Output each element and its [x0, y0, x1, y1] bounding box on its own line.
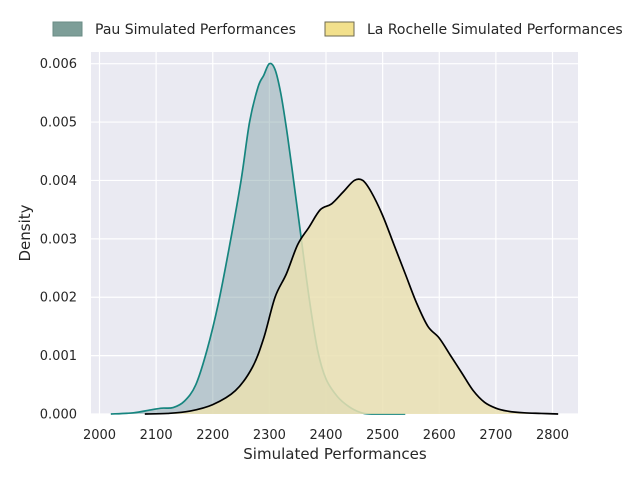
density-areas [110, 62, 559, 415]
density-fill-la-rochelle [144, 178, 559, 414]
legend: Pau Simulated Performances La Rochelle S… [52, 21, 623, 38]
x-axis-ticks: 2000 2100 2200 2300 2400 2500 2600 2700 2800 [83, 428, 569, 443]
x-tick-label: 2200 [196, 428, 229, 443]
y-tick-label: 0.000 [40, 408, 77, 423]
y-tick-label: 0.004 [40, 174, 77, 189]
x-tick-label: 2500 [366, 428, 399, 443]
y-tick-label: 0.002 [40, 291, 77, 306]
x-tick-label: 2100 [140, 428, 173, 443]
y-tick-label: 0.005 [40, 116, 77, 131]
x-tick-label: 2000 [83, 428, 116, 443]
legend-label-pau: Pau Simulated Performances [95, 22, 296, 38]
y-tick-label: 0.006 [40, 57, 77, 72]
x-tick-label: 2400 [309, 428, 342, 443]
density-fill-pau [110, 63, 406, 415]
x-axis-label: Simulated Performances [243, 445, 427, 463]
legend-swatch-pau [52, 21, 83, 37]
density-line-la-rochelle [144, 178, 559, 415]
y-axis-label: Density [16, 204, 34, 261]
y-tick-label: 0.003 [40, 232, 77, 247]
legend-label-la-rochelle: La Rochelle Simulated Performances [367, 22, 623, 38]
x-tick-label: 2600 [423, 428, 456, 443]
x-tick-label: 2800 [536, 428, 569, 443]
y-tick-label: 0.001 [40, 349, 77, 364]
x-tick-label: 2300 [253, 428, 286, 443]
legend-swatch-la-rochelle [324, 21, 355, 37]
y-axis-ticks: 0.000 0.001 0.002 0.003 0.004 0.005 0.006 [40, 57, 77, 422]
x-tick-label: 2700 [479, 428, 512, 443]
